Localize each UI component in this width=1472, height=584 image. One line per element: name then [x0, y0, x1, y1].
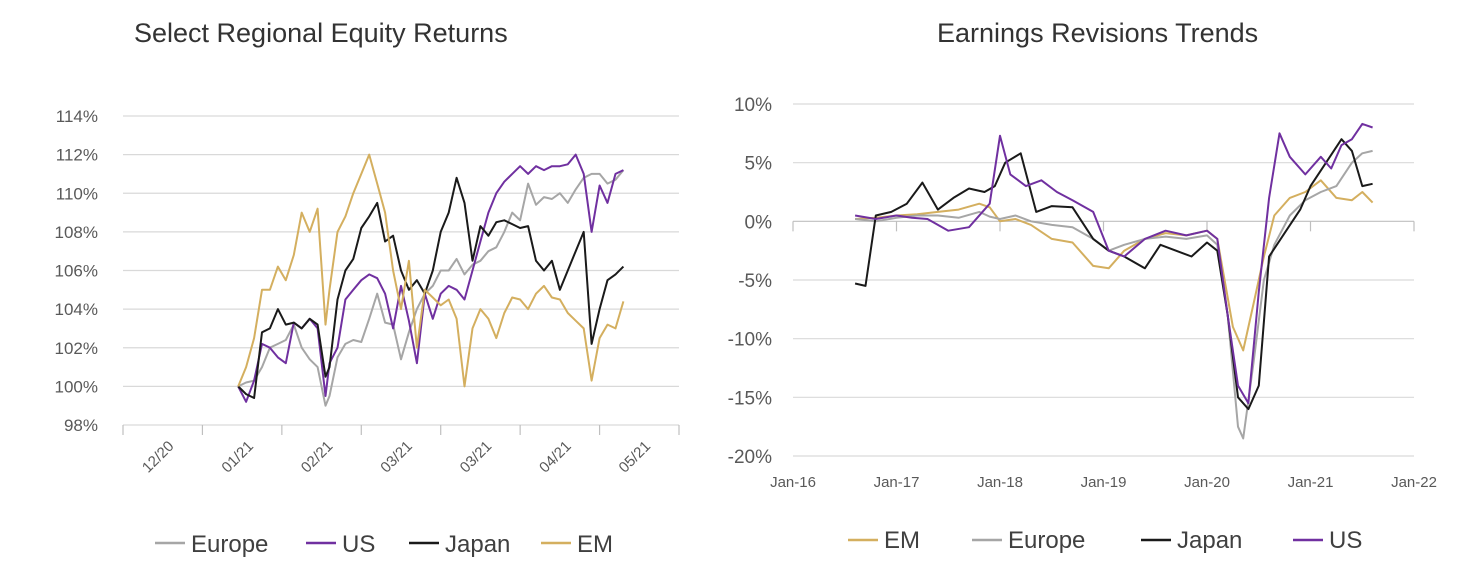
- legend-label-europe: Europe: [191, 531, 268, 558]
- y-tick-label: 110%: [56, 184, 98, 203]
- chart-title-regional-equity-returns: Select Regional Equity Returns: [134, 18, 508, 48]
- y-tick-label: -15%: [728, 388, 772, 409]
- y-tick-label: 114%: [56, 107, 98, 126]
- y-tick-label: 10%: [734, 95, 772, 116]
- y-tick-label: 100%: [55, 377, 98, 396]
- regional-equity-returns-chart: 98%100%102%104%106%108%110%112%114%12/20…: [55, 107, 680, 558]
- y-tick-label: 106%: [55, 262, 98, 281]
- y-tick-label: -10%: [728, 330, 772, 351]
- series-line-europe: [237, 169, 625, 407]
- legend-label-japan: Japan: [1177, 527, 1242, 554]
- y-tick-label: -5%: [738, 271, 772, 292]
- x-tick-label: Jan-22: [1391, 474, 1437, 491]
- chart-title-earnings-revisions: Earnings Revisions Trends: [937, 18, 1259, 48]
- x-tick-label: Jan-16: [770, 474, 816, 491]
- legend-label-em: EM: [577, 531, 613, 558]
- x-tick-label: Jan-17: [874, 474, 920, 491]
- legend-label-us: US: [1329, 527, 1362, 554]
- x-tick-label: Jan-20: [1184, 474, 1230, 491]
- y-tick-label: 98%: [64, 416, 98, 435]
- series-line-em: [237, 153, 625, 388]
- y-tick-label: 5%: [745, 154, 773, 175]
- series-line-japan: [854, 138, 1373, 411]
- y-tick-label: 112%: [56, 146, 98, 165]
- series-line-europe: [854, 149, 1373, 440]
- legend-label-us: US: [342, 531, 375, 558]
- y-tick-label: 104%: [55, 300, 98, 319]
- series-line-em: [855, 179, 1374, 352]
- y-tick-label: -20%: [728, 447, 772, 468]
- x-tick-label: Jan-19: [1081, 474, 1127, 491]
- y-tick-label: 0%: [745, 212, 773, 233]
- series-line-japan: [237, 176, 625, 399]
- y-tick-label: 102%: [55, 339, 98, 358]
- legend-label-europe: Europe: [1008, 527, 1085, 554]
- series-line-us: [854, 122, 1373, 405]
- legend-label-em: EM: [884, 527, 920, 554]
- y-tick-label: 108%: [55, 223, 98, 242]
- legend-label-japan: Japan: [445, 531, 510, 558]
- x-tick-label: Jan-21: [1288, 474, 1334, 491]
- x-tick-label: Jan-18: [977, 474, 1023, 491]
